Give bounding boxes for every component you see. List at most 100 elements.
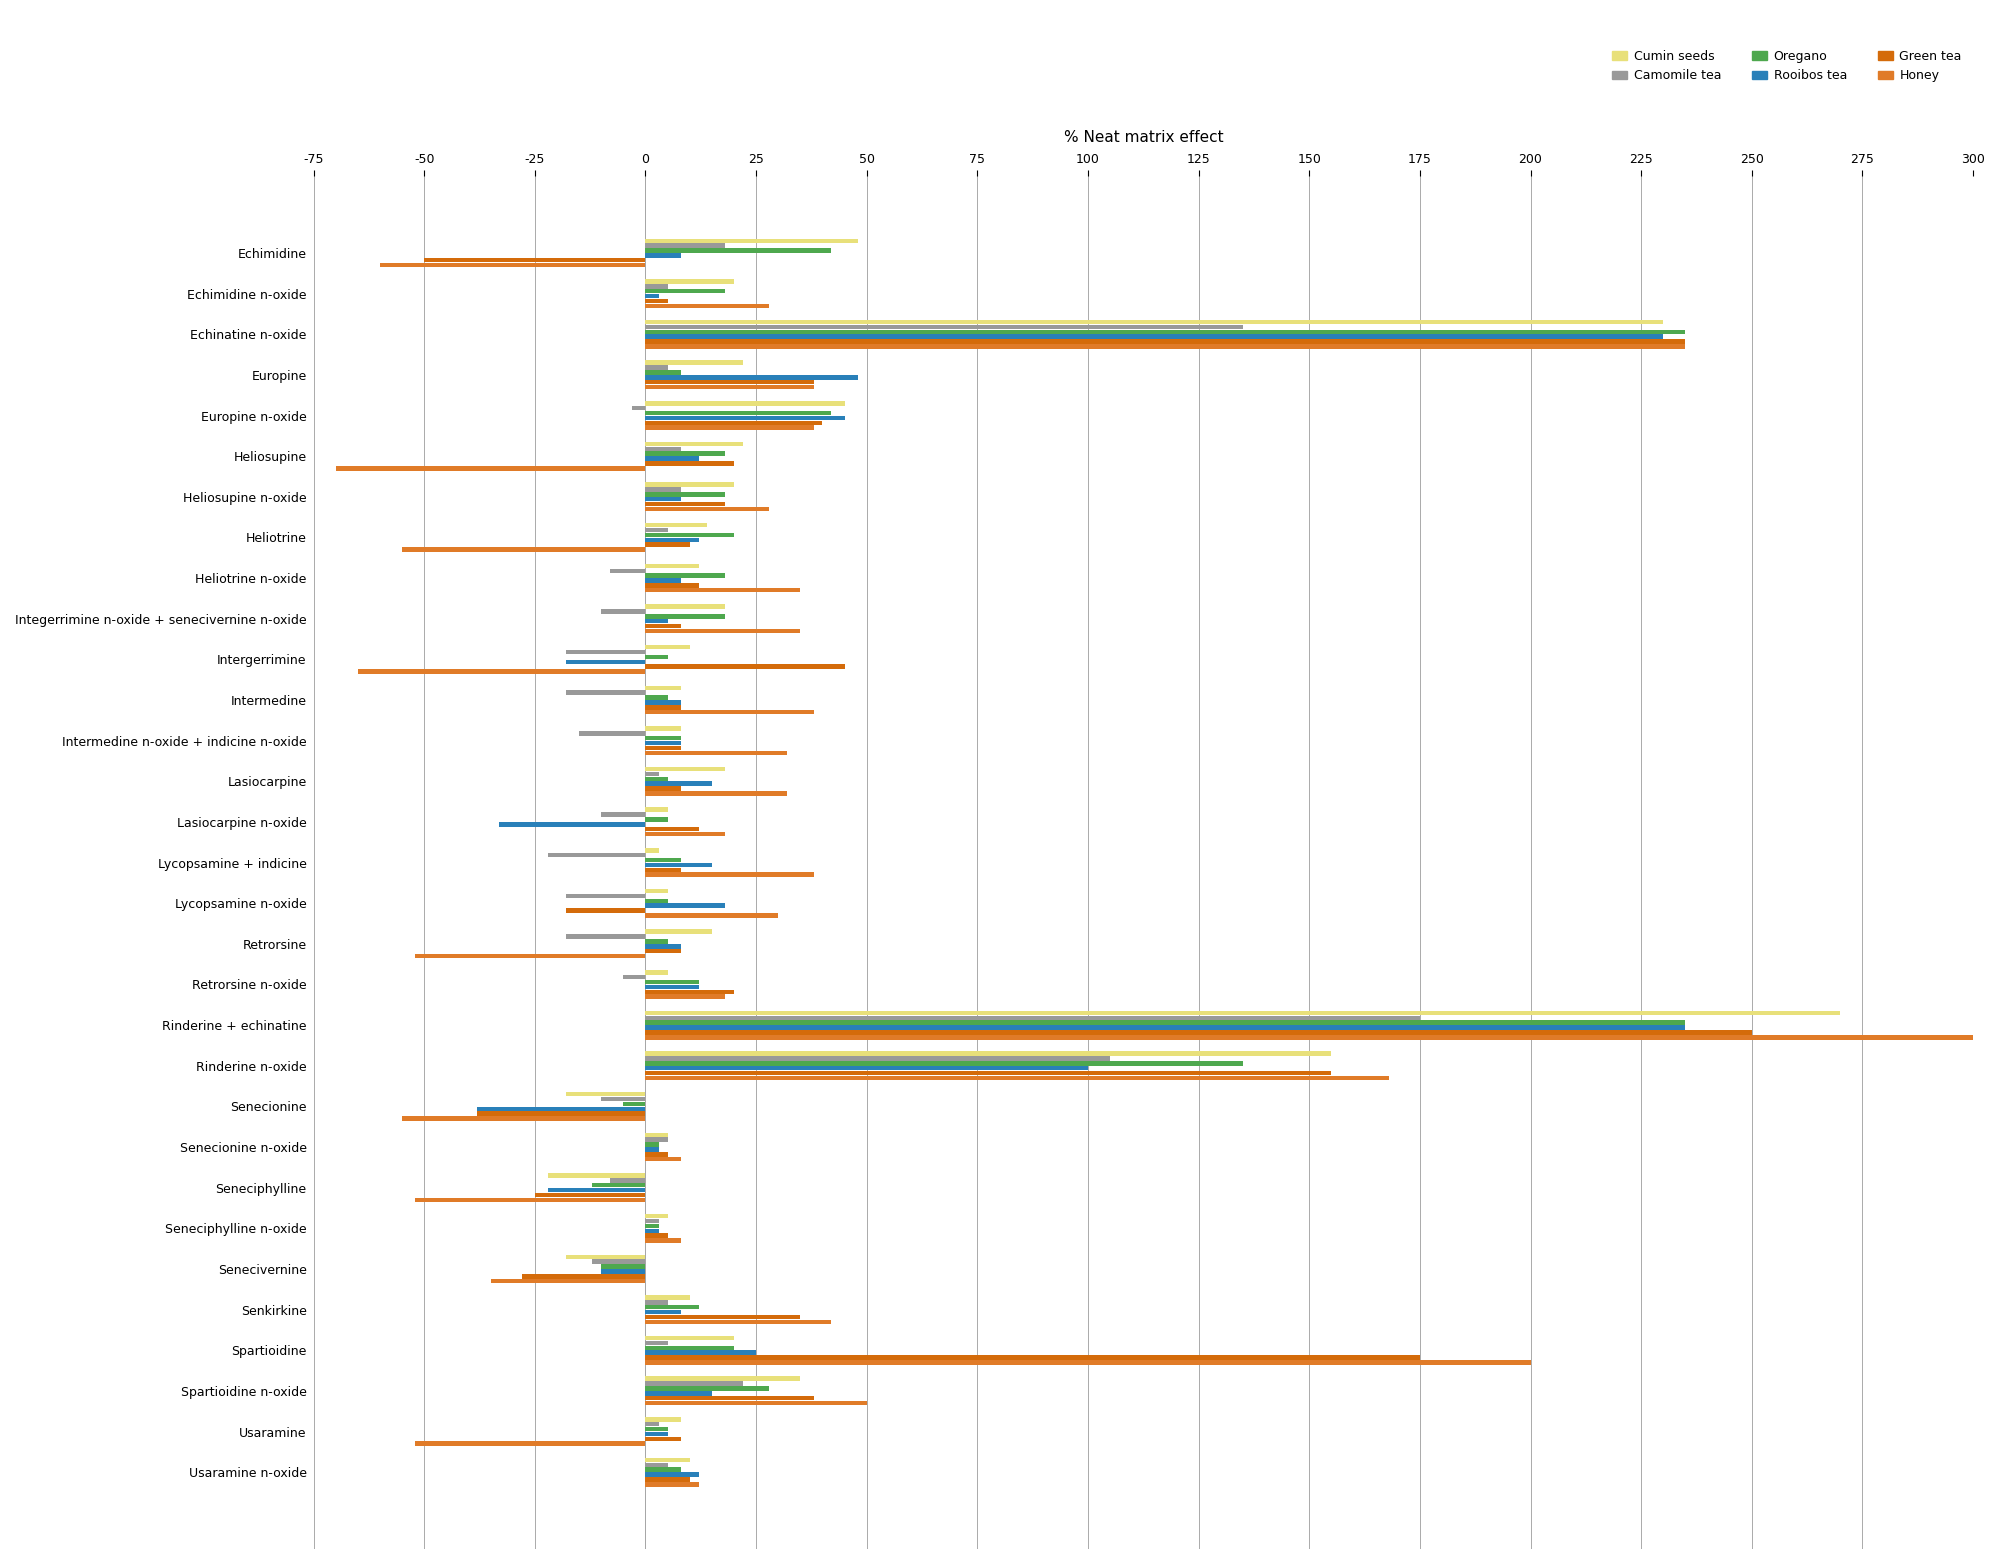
Bar xyxy=(646,1458,690,1462)
Bar xyxy=(610,568,646,572)
Bar xyxy=(646,1320,832,1325)
Bar xyxy=(646,807,668,812)
Bar xyxy=(424,258,646,263)
Bar xyxy=(646,904,726,907)
Bar xyxy=(646,787,680,791)
Bar xyxy=(646,482,734,486)
Bar xyxy=(566,660,646,665)
Bar xyxy=(646,330,1686,335)
Bar xyxy=(646,533,734,536)
Bar xyxy=(646,1239,680,1243)
Bar xyxy=(646,371,680,375)
Bar xyxy=(646,1295,690,1300)
Bar xyxy=(548,1173,646,1178)
Bar xyxy=(646,335,1664,339)
Bar xyxy=(336,466,646,471)
Bar xyxy=(646,701,680,705)
Bar xyxy=(566,1254,646,1259)
Bar xyxy=(500,823,646,827)
Bar xyxy=(490,1279,646,1284)
Bar xyxy=(646,619,668,624)
Bar xyxy=(646,751,788,755)
Bar xyxy=(646,360,742,364)
Bar xyxy=(646,1390,712,1395)
Bar xyxy=(646,1386,770,1390)
Bar xyxy=(592,1259,646,1264)
Bar xyxy=(646,538,698,543)
Bar xyxy=(646,665,844,669)
Bar xyxy=(646,249,832,253)
Bar xyxy=(610,1178,646,1182)
Legend: Cumin seeds, Camomile tea, Oregano, Rooibos tea, Green tea, Honey: Cumin seeds, Camomile tea, Oregano, Rooi… xyxy=(1608,45,1966,88)
Bar xyxy=(646,1376,800,1381)
Bar xyxy=(646,563,698,568)
Bar xyxy=(624,974,646,979)
Bar xyxy=(566,909,646,913)
Bar xyxy=(646,1478,690,1481)
Bar xyxy=(646,746,680,751)
Bar xyxy=(416,1198,646,1203)
Bar xyxy=(632,407,646,410)
Bar xyxy=(646,441,742,446)
Bar xyxy=(602,812,646,816)
Bar xyxy=(646,1381,742,1386)
Bar xyxy=(646,1137,668,1142)
Bar xyxy=(646,1067,1088,1070)
Bar xyxy=(646,685,680,690)
Bar xyxy=(646,1148,658,1151)
Bar xyxy=(646,1340,668,1345)
Bar xyxy=(646,244,726,247)
Bar xyxy=(646,1350,756,1354)
Bar xyxy=(646,1020,1686,1024)
Bar xyxy=(646,447,680,450)
Bar xyxy=(646,1401,866,1406)
X-axis label: % Neat matrix effect: % Neat matrix effect xyxy=(1064,130,1224,145)
Bar xyxy=(646,1031,1752,1035)
Bar xyxy=(646,1397,814,1400)
Bar xyxy=(646,543,690,547)
Bar xyxy=(646,929,712,934)
Bar xyxy=(646,421,822,425)
Bar xyxy=(646,1417,680,1422)
Bar xyxy=(646,380,814,385)
Bar xyxy=(646,873,814,877)
Bar xyxy=(646,705,680,710)
Bar xyxy=(646,583,698,588)
Bar xyxy=(646,1345,734,1350)
Bar xyxy=(358,669,646,674)
Bar xyxy=(646,615,726,618)
Bar xyxy=(646,1010,1840,1015)
Bar xyxy=(646,848,658,852)
Bar xyxy=(624,1101,646,1106)
Bar xyxy=(646,990,734,995)
Bar xyxy=(646,452,726,457)
Bar xyxy=(646,299,668,303)
Bar xyxy=(646,1431,668,1436)
Bar xyxy=(534,1193,646,1196)
Bar xyxy=(646,737,680,740)
Bar xyxy=(646,1315,800,1318)
Bar xyxy=(646,325,1242,328)
Bar xyxy=(646,791,788,796)
Bar xyxy=(646,278,734,283)
Bar xyxy=(646,1356,1420,1359)
Bar xyxy=(646,411,832,416)
Bar xyxy=(646,995,726,999)
Bar xyxy=(646,285,668,288)
Bar xyxy=(646,979,698,984)
Bar xyxy=(646,1336,734,1340)
Bar xyxy=(646,1035,1974,1040)
Bar xyxy=(646,696,668,699)
Bar xyxy=(646,588,800,593)
Bar xyxy=(646,385,814,389)
Bar xyxy=(646,1422,658,1426)
Bar xyxy=(646,400,844,405)
Bar xyxy=(646,1056,1110,1060)
Bar xyxy=(646,457,698,461)
Bar xyxy=(566,690,646,694)
Bar xyxy=(646,741,680,746)
Bar xyxy=(646,366,668,369)
Bar xyxy=(548,1189,646,1192)
Bar xyxy=(646,898,668,902)
Bar xyxy=(646,529,668,532)
